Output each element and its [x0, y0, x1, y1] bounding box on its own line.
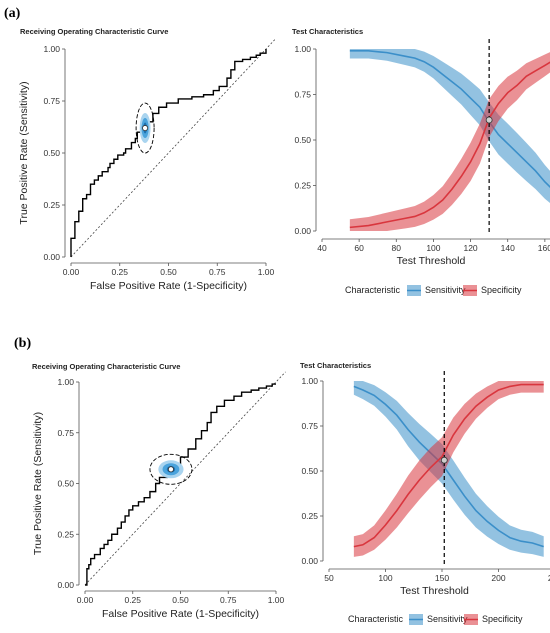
- roc-ytick-label: 1.00: [57, 377, 74, 387]
- test-x-axis-label: Test Threshold: [397, 255, 466, 267]
- test-ytick-label: 0.25: [301, 511, 318, 521]
- test-ytick-label: 0.00: [294, 226, 311, 236]
- test-xtick-label: 250: [548, 573, 550, 583]
- roc-y-axis-label: True Positive Rate (Sensitivity): [18, 81, 30, 224]
- test-ytick-label: 0.75: [294, 90, 311, 100]
- legend-label-specificity: Specificity: [481, 285, 522, 295]
- test-xtick-label: 100: [378, 573, 392, 583]
- roc-ytick-label: 0.00: [57, 580, 74, 590]
- legend-label-sensitivity: Sensitivity: [425, 285, 466, 295]
- roc-xtick-label: 0.00: [63, 267, 80, 277]
- roc-y-axis-label: True Positive Rate (Sensitivity): [32, 412, 44, 555]
- chance-line: [70, 38, 277, 258]
- roc-xtick-label: 1.00: [258, 267, 275, 277]
- roc-ytick-label: 0.75: [43, 96, 60, 106]
- roc-ytick-label: 0.50: [57, 479, 74, 489]
- band-specificity: [349, 52, 550, 231]
- roc-x-axis-label: False Positive Rate (1-Specificity): [90, 280, 247, 292]
- roc-xtick-label: 0.25: [111, 267, 128, 277]
- legend-label-sensitivity: Sensitivity: [427, 614, 468, 624]
- line-specificity: [353, 383, 544, 548]
- test-xtick-label: 200: [491, 573, 505, 583]
- test-xtick-label: 140: [501, 243, 515, 253]
- test-xtick-label: 120: [463, 243, 477, 253]
- line-sensitivity: [353, 385, 544, 548]
- line-specificity: [349, 61, 550, 229]
- band-sensitivity: [353, 381, 544, 557]
- roc-title-1: Receiving Operating Characteristic Curve: [32, 362, 180, 371]
- optimal-point: [167, 466, 174, 473]
- roc-ytick-label: 0.25: [43, 200, 60, 210]
- test-xtick-label: 160: [538, 243, 550, 253]
- test-ytick-label: 0.50: [294, 135, 311, 145]
- panel-label-a: (a): [4, 6, 21, 21]
- crossing-point: [485, 116, 493, 124]
- test-ytick-label: 0.50: [301, 466, 318, 476]
- roc-xtick-label: 0.25: [124, 595, 141, 605]
- roc-x-axis-label: False Positive Rate (1-Specificity): [102, 608, 259, 620]
- test-xtick-label: 80: [392, 243, 402, 253]
- crossing-point: [440, 456, 448, 464]
- optimal-point: [142, 125, 149, 132]
- roc-ytick-label: 0.25: [57, 529, 74, 539]
- roc-title-0: Receiving Operating Characteristic Curve: [20, 27, 168, 36]
- legend-title: Characteristic: [345, 285, 401, 295]
- legend-label-specificity: Specificity: [482, 614, 523, 624]
- test-ytick-label: 0.00: [301, 556, 318, 566]
- test-title-1: Test Characteristics: [300, 361, 371, 370]
- roc-xtick-label: 1.00: [268, 595, 285, 605]
- roc-curve: [85, 383, 276, 586]
- legend-title: Characteristic: [348, 614, 404, 624]
- test-xtick-label: 100: [426, 243, 440, 253]
- test-xtick-label: 50: [324, 573, 334, 583]
- test-ytick-label: 0.75: [301, 421, 318, 431]
- confidence-ellipse: [135, 102, 155, 154]
- test-x-axis-label: Test Threshold: [400, 585, 469, 597]
- confidence-ellipse: [149, 453, 193, 485]
- roc-xtick-label: 0.50: [160, 267, 177, 277]
- roc-xtick-label: 0.00: [77, 595, 94, 605]
- test-xtick-label: 150: [435, 573, 449, 583]
- test-ytick-label: 1.00: [301, 376, 318, 386]
- roc-ytick-label: 1.00: [43, 44, 60, 54]
- band-specificity: [353, 381, 544, 557]
- roc-curve: [70, 49, 267, 257]
- line-sensitivity: [349, 50, 550, 189]
- roc-ytick-label: 0.50: [43, 148, 60, 158]
- roc-xtick-label: 0.75: [209, 267, 226, 277]
- test-xtick-label: 60: [354, 243, 364, 253]
- test-title-0: Test Characteristics: [292, 27, 363, 36]
- panel-label-b: (b): [14, 336, 32, 351]
- test-ytick-label: 1.00: [294, 44, 311, 54]
- test-xtick-label: 40: [317, 243, 327, 253]
- chance-line: [84, 371, 286, 586]
- roc-ytick-label: 0.00: [43, 252, 60, 262]
- roc-xtick-label: 0.50: [172, 595, 189, 605]
- test-ytick-label: 0.25: [294, 181, 311, 191]
- roc-xtick-label: 0.75: [220, 595, 237, 605]
- roc-ytick-label: 0.75: [57, 428, 74, 438]
